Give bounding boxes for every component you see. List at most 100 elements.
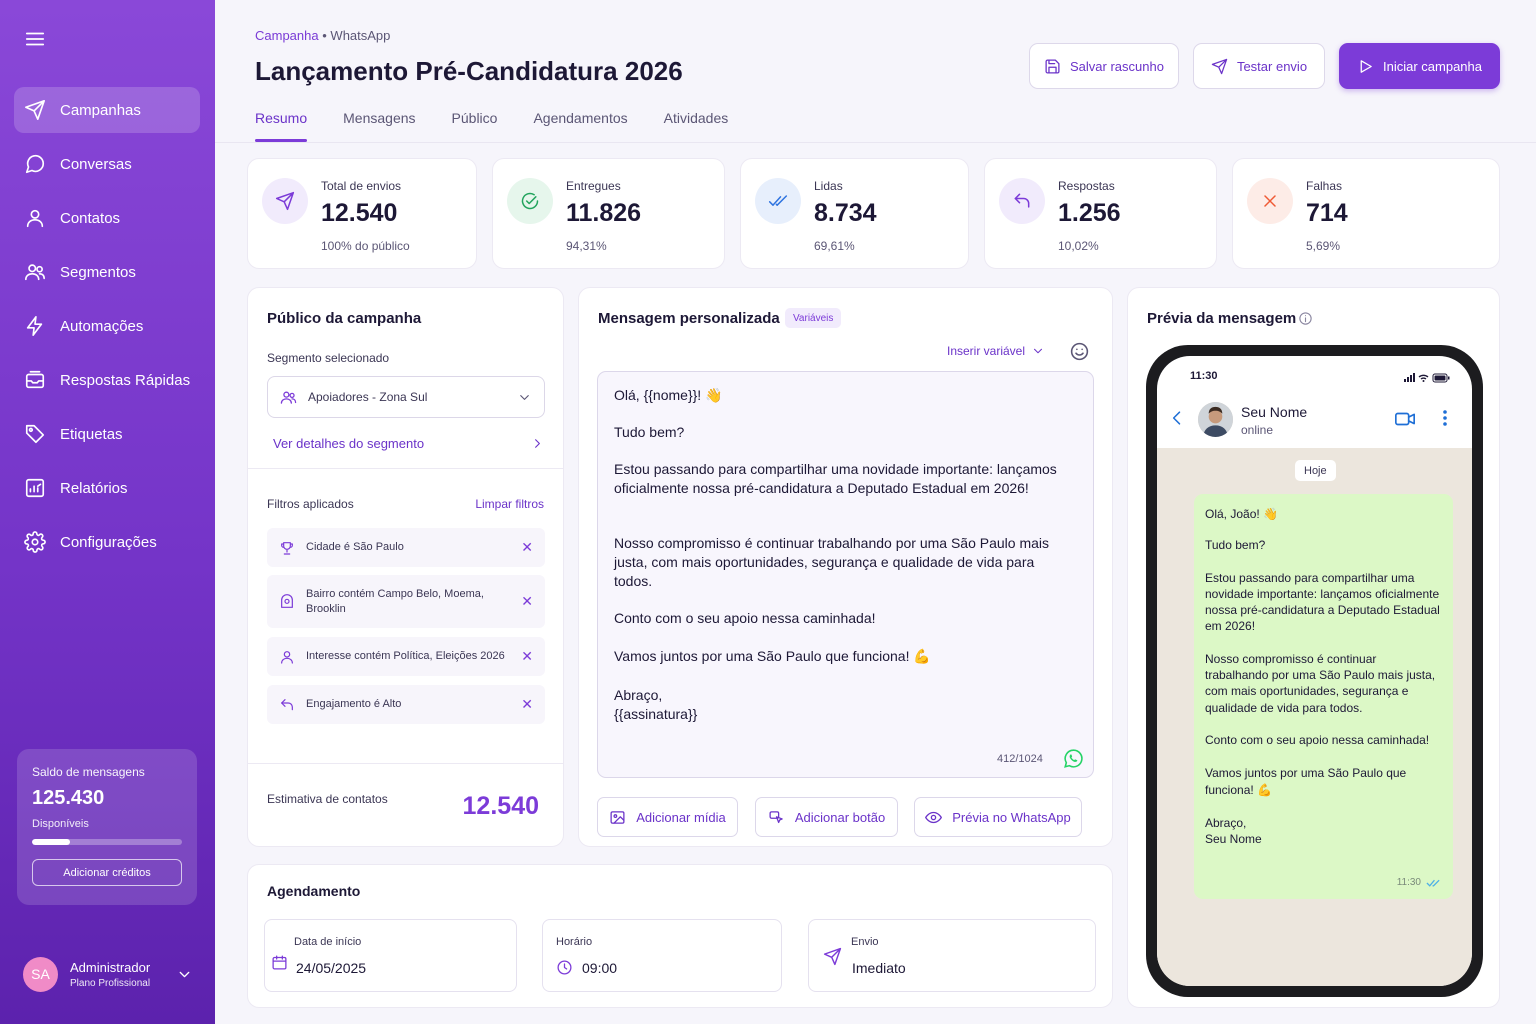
send-icon: [1211, 58, 1228, 74]
reply-icon: [1014, 193, 1030, 208]
add-credits-button[interactable]: Adicionar créditos: [32, 859, 182, 886]
day-chip: Hoje: [1295, 460, 1336, 481]
tab-resumo[interactable]: Resumo: [255, 110, 308, 143]
sidebar-item-label: Conversas: [60, 155, 132, 173]
contact-status: online: [1241, 423, 1274, 437]
video-call-icon[interactable]: [1394, 408, 1416, 430]
user-icon: [26, 209, 44, 228]
message-line: Nosso compromisso é continuar trabalhand…: [614, 535, 1050, 589]
status-icons: [1404, 373, 1450, 383]
time-value: 09:00: [582, 960, 618, 976]
chevron-down-icon[interactable]: [176, 966, 193, 983]
sidebar-item-label: Configurações: [60, 533, 157, 551]
emoji-button[interactable]: [1069, 341, 1090, 362]
clear-filters-link[interactable]: Limpar filtros: [475, 497, 544, 511]
image-icon: [610, 810, 625, 824]
x-icon: [1264, 195, 1276, 207]
sidebar-item-relatorios[interactable]: Relatórios: [14, 465, 200, 511]
sidebar-item-conversas[interactable]: Conversas: [14, 141, 200, 187]
remove-filter-button[interactable]: ✕: [521, 696, 533, 712]
remove-filter-button[interactable]: ✕: [521, 539, 533, 555]
send-icon: [275, 191, 295, 211]
tab-atividades[interactable]: Atividades: [663, 110, 729, 126]
message-title: Mensagem personalizada: [598, 310, 780, 327]
tab-agendamentos[interactable]: Agendamentos: [533, 110, 628, 126]
chevron-down-icon: [520, 394, 529, 400]
send-mode-field[interactable]: Envio Imediato: [808, 919, 1096, 992]
send-mode-label: Envio: [851, 936, 879, 948]
message-editor[interactable]: Olá, {{nome}}! 👋 Tudo bem? Estou passand…: [597, 371, 1094, 778]
sidebar-item-etiquetas[interactable]: Etiquetas: [14, 411, 200, 457]
stat-label: Falhas: [1306, 179, 1343, 193]
add-button-button[interactable]: Adicionar botão: [755, 797, 898, 837]
time-field[interactable]: Horário 09:00: [542, 919, 782, 992]
credits-progress: [32, 839, 182, 845]
credits-card: Saldo de mensagens 125.430 Disponíveis A…: [17, 749, 197, 905]
sidebar-item-label: Contatos: [60, 209, 121, 227]
user-menu[interactable]: SA Administrador Plano Profissional: [23, 956, 193, 992]
filter-text: Bairro contém Campo Belo, Moema, Brookli…: [306, 587, 484, 615]
tag-icon: [25, 424, 45, 444]
stat-label: Entregues: [566, 179, 621, 193]
bubble-line: Olá, João! 👋: [1205, 507, 1278, 521]
segment-details-link[interactable]: Ver detalhes do segmento: [273, 436, 545, 451]
more-vertical-icon[interactable]: [1442, 409, 1448, 427]
chat-icon: [25, 154, 45, 174]
info-icon[interactable]: [1298, 311, 1313, 326]
filter-chip: Cidade é São Paulo ✕: [267, 528, 545, 567]
save-draft-button[interactable]: Salvar rascunho: [1029, 43, 1179, 89]
preview-whatsapp-button[interactable]: Prévia no WhatsApp: [914, 797, 1082, 837]
message-line: Tudo bem?: [614, 424, 685, 440]
breadcrumb-link[interactable]: Campanha: [255, 28, 319, 43]
sidebar-item-automacoes[interactable]: Automações: [14, 303, 200, 349]
person-avatar-icon: [1198, 402, 1233, 437]
phone-screen: 11:30 Seu Nome online Hoje Olá, João! 👋 …: [1157, 356, 1472, 986]
bubble-time: 11:30: [1396, 876, 1421, 888]
location-icon: [281, 593, 293, 608]
remove-filter-button[interactable]: ✕: [521, 648, 533, 664]
avatar: SA: [23, 956, 58, 992]
sidebar-item-contatos[interactable]: Contatos: [14, 195, 200, 241]
sidebar-item-label: Etiquetas: [60, 425, 123, 443]
filter-text: Engajamento é Alto: [306, 698, 402, 710]
tab-publico[interactable]: Público: [451, 110, 498, 126]
insert-variable-label: Inserir variável: [947, 344, 1026, 358]
inbox-icon: [25, 370, 45, 389]
back-arrow-icon[interactable]: [1167, 408, 1187, 428]
variables-badge: Variáveis: [785, 308, 842, 328]
chevron-down-icon: [1034, 348, 1043, 354]
clock-icon: [557, 960, 572, 975]
sidebar-item-segmentos[interactable]: Segmentos: [14, 249, 200, 295]
gear-icon: [24, 531, 46, 553]
stat-label: Total de envios: [321, 179, 402, 193]
eye-icon: [925, 811, 943, 823]
calendar-icon: [272, 955, 287, 970]
message-line: Abraço, {{assinatura}}: [614, 687, 698, 722]
add-button-label: Adicionar botão: [794, 809, 886, 825]
stat-card-lidas: Lidas 8.734 69,61%: [740, 158, 969, 269]
tab-mensagens[interactable]: Mensagens: [343, 110, 416, 126]
stat-value: 11.826: [566, 199, 642, 227]
start-date-field[interactable]: Data de início 24/05/2025: [264, 919, 517, 992]
remove-filter-button[interactable]: ✕: [521, 593, 533, 609]
message-card: Mensagem personalizada Variáveis Inserir…: [578, 287, 1113, 847]
stat-value: 12.540: [321, 199, 398, 227]
start-campaign-button[interactable]: Iniciar campanha: [1339, 43, 1500, 89]
stat-label: Respostas: [1058, 179, 1115, 193]
save-draft-label: Salvar rascunho: [1070, 58, 1164, 74]
user-icon: [281, 650, 293, 664]
sidebar-item-respostas-rapidas[interactable]: Respostas Rápidas: [14, 357, 200, 403]
add-media-button[interactable]: Adicionar mídia: [597, 797, 738, 837]
test-send-button[interactable]: Testar envio: [1193, 43, 1325, 89]
menu-icon[interactable]: [24, 28, 46, 50]
credits-sub: Disponíveis: [32, 818, 89, 830]
sidebar-item-configuracoes[interactable]: Configurações: [14, 519, 200, 565]
insert-variable-dropdown[interactable]: Inserir variável: [947, 344, 1045, 358]
user-plan: Plano Profissional: [70, 977, 151, 989]
reply-icon: [281, 698, 293, 710]
segment-select[interactable]: Apoiadores - Zona Sul: [267, 376, 545, 418]
sidebar-item-label: Segmentos: [60, 263, 136, 281]
filter-text: Interesse contém Política, Eleições 2026: [306, 650, 505, 662]
stat-card-total: Total de envios 12.540 100% do público: [247, 158, 477, 269]
sidebar-item-campanhas[interactable]: Campanhas: [14, 87, 200, 133]
